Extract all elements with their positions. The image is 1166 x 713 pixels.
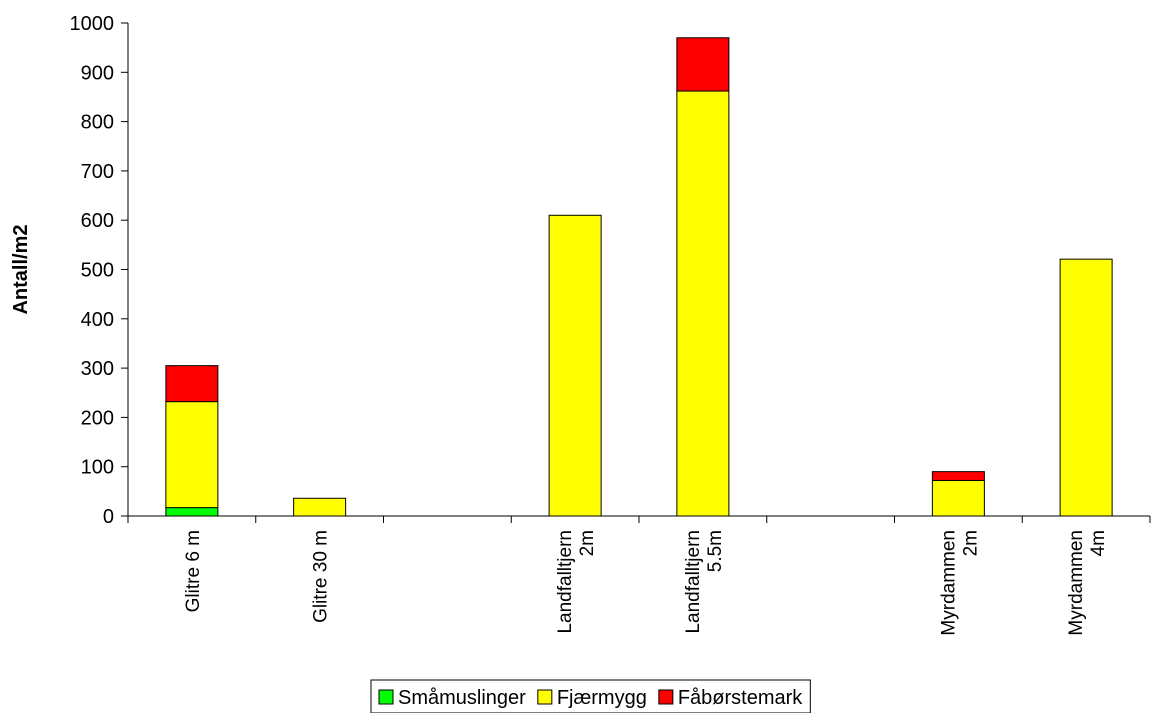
y-tick-label: 600 [81, 210, 114, 232]
legend: Småmuslinger Fjærmygg Fåbørstemark [370, 679, 811, 713]
x-tick-label: Landfalltjern 5.5m [683, 530, 726, 634]
legend-swatch [378, 689, 394, 705]
x-tick-label-line: Myrdammen [1066, 530, 1087, 636]
bar-segment-fåbørstemark [931, 471, 985, 482]
x-tick-label-line: Landfalltjern [683, 530, 704, 634]
x-tick-label-line: 2m [960, 530, 981, 556]
x-tick-label-line: Myrdammen [938, 530, 959, 636]
bar-segment-fåbørstemark [165, 365, 219, 403]
legend-label: Småmuslinger [398, 687, 526, 709]
legend-swatch [658, 689, 674, 705]
x-tick-label-line: Landfalltjern [555, 530, 576, 634]
bar-segment-fjærmygg [1059, 258, 1113, 517]
y-tick-label: 1000 [70, 13, 115, 35]
legend-item: Fåbørstemark [658, 687, 803, 709]
y-tick-label: 500 [81, 260, 114, 282]
x-tick-label: Glitre 30 m [311, 530, 332, 623]
bar-segment-fåbørstemark [676, 37, 730, 92]
y-tick-label: 700 [81, 161, 114, 183]
bar-segment-fjærmygg [676, 90, 730, 517]
bar-segment-fjærmygg [293, 497, 347, 517]
bars [165, 37, 1113, 517]
x-tick-label-line: 5.5m [705, 530, 726, 572]
legend-box [370, 679, 811, 713]
legend-swatch [537, 689, 553, 705]
x-tick-label-line: Glitre 6 m [183, 530, 204, 612]
bar-segment-fjærmygg [548, 214, 602, 517]
x-tick-label-line: 4m [1088, 530, 1109, 556]
x-tick-label: Myrdammen 4m [1066, 530, 1109, 636]
y-axis-label: Antall/m2 [10, 224, 32, 314]
x-tick-label-line: Glitre 30 m [311, 530, 332, 623]
x-axis: Glitre 6 m Glitre 30 m Landfalltjern 2m Land… [127, 515, 1151, 636]
x-tick-label: Glitre 6 m [183, 530, 204, 612]
bar-segment-småmuslinger [165, 507, 219, 517]
legend-label: Fjærmygg [557, 687, 647, 709]
y-tick-label: 900 [81, 62, 114, 84]
legend-item: Småmuslinger [378, 687, 526, 709]
legend-label: Fåbørstemark [678, 687, 803, 709]
x-tick-label: Myrdammen 2m [938, 530, 981, 636]
legend-item: Fjærmygg [537, 687, 647, 709]
y-tick-label: 0 [103, 506, 114, 528]
y-tick-label: 400 [81, 309, 114, 331]
x-tick-label-line: 2m [577, 530, 598, 556]
x-tick-label: Landfalltjern 2m [555, 530, 598, 634]
y-axis: 0 100 200 300 400 500 600 700 800 900 1000 [70, 13, 129, 528]
bar-segment-fjærmygg [931, 480, 985, 517]
y-tick-label: 300 [81, 358, 114, 380]
y-tick-label: 800 [81, 112, 114, 134]
y-tick-label: 100 [81, 457, 114, 479]
y-tick-label: 200 [81, 407, 114, 429]
bar-segment-fjærmygg [165, 401, 219, 509]
